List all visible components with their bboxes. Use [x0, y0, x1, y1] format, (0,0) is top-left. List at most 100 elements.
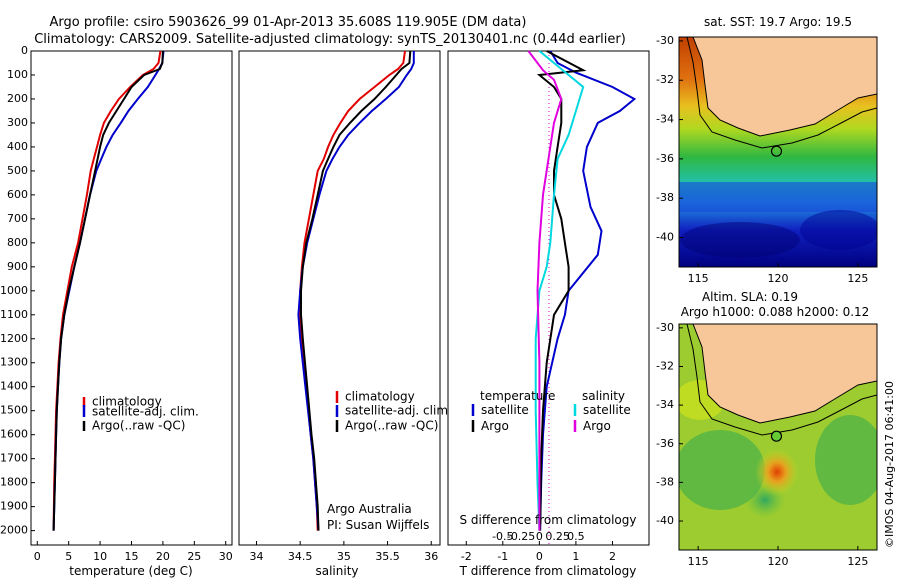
salinity-line-satellite-adj-clim- — [297, 51, 415, 531]
s-difference-tick-0.25: 0.25 — [545, 530, 570, 543]
difference-x-tick-label-0: 0 — [536, 550, 543, 563]
y-tick-label-1100: 1100 — [0, 308, 28, 321]
sla-lat-label--30: -30 — [656, 321, 674, 334]
salinity-annotation-pi: PI: Susan Wijffels — [327, 518, 429, 532]
legend-s-argo: Argo — [583, 419, 611, 433]
y-tick-label-300: 300 — [7, 116, 28, 129]
temperature-legend: climatology satellite-adj. clim. Argo(..… — [82, 395, 199, 433]
y-tick-label-1900: 1900 — [0, 500, 28, 513]
difference-x-tick-label--1: -1 — [497, 550, 508, 563]
sst-map-title: sat. SST: 19.7 Argo: 19.5 — [704, 15, 852, 29]
sla-lat-label--32: -32 — [656, 359, 674, 372]
sla-lat-label--36: -36 — [656, 437, 674, 450]
temperature-xlabel: temperature (deg C) — [69, 564, 192, 578]
salinity-series — [297, 50, 415, 531]
difference-panel: -2 -1 0 1 2 temperature salinity satellite A… — [447, 50, 650, 578]
sst-lon-label-120: 120 — [768, 272, 789, 285]
sst-map-land — [692, 37, 877, 137]
salinity-x-tick-label-34.5: 34.5 — [288, 550, 313, 563]
sla-map: Altim. SLA: 0.19 Argo h1000: 0.088 h2000… — [656, 290, 878, 568]
temperature-legend-climatology: climatology — [92, 395, 162, 409]
temperature-x-tick-label-25: 25 — [187, 550, 201, 563]
sla-lat-label--34: -34 — [656, 398, 674, 411]
y-tick-label-600: 600 — [7, 188, 28, 201]
temperature-x-tick-label-0: 0 — [34, 550, 41, 563]
salinity-x-tick-label-34: 34 — [249, 550, 263, 563]
difference-series — [527, 50, 637, 531]
y-tick-label-0: 0 — [21, 44, 28, 57]
difference-x-tick-label-1: 1 — [572, 550, 579, 563]
s-difference-tick--0.5: -0.5 — [492, 530, 513, 543]
sst-lat-label--38: -38 — [656, 191, 674, 204]
difference-line-s-argo — [527, 50, 563, 531]
y-tick-label-1600: 1600 — [0, 428, 28, 441]
sst-lat-label--30: -30 — [656, 34, 674, 47]
salinity-legend-climatology: climatology — [345, 390, 415, 404]
y-tick-label-700: 700 — [7, 212, 28, 225]
legend-t-argo: Argo — [481, 419, 509, 433]
difference-line-t-satellite — [539, 50, 637, 531]
sst-lat-label--32: -32 — [656, 73, 674, 86]
sla-lon-label-120: 120 — [768, 555, 789, 568]
sla-map-land — [692, 324, 877, 424]
y-tick-label-1700: 1700 — [0, 452, 28, 465]
difference-xticks: -2 -1 0 1 2 — [461, 541, 616, 563]
s-difference-label: S difference from climatology — [460, 513, 637, 527]
sla-lat-label--38: -38 — [656, 475, 674, 488]
temperature-x-tick-label-30: 30 — [219, 550, 233, 563]
temperature-x-tick-label-5: 5 — [65, 550, 72, 563]
sst-lon-label-115: 115 — [688, 272, 709, 285]
salinity-legend-argo: Argo(..raw -QC) — [345, 419, 438, 433]
sst-map: sat. SST: 19.7 Argo: 19.5 -30-32-34-36-3… — [656, 15, 878, 285]
y-tick-label-1800: 1800 — [0, 476, 28, 489]
legend-temperature-title: temperature — [480, 389, 555, 403]
s-difference-tick-0: 0 — [536, 530, 543, 543]
y-tick-label-1500: 1500 — [0, 404, 28, 417]
y-tick-label-1200: 1200 — [0, 332, 28, 345]
sst-map-yticks: -30 -32 -34 -36 -38 -40 — [656, 34, 683, 244]
sla-map-contour — [686, 324, 877, 436]
salinity-x-tick-label-35.5: 35.5 — [375, 550, 400, 563]
y-tick-label-200: 200 — [7, 92, 28, 105]
s-difference-ticks: -0.5-0.25 0 0.250.5 — [492, 530, 585, 543]
difference-line-s-satellite — [534, 50, 585, 531]
sst-map-contour — [686, 37, 877, 149]
salinity-x-tick-label-36: 36 — [424, 550, 438, 563]
difference-x-tick-label-2: 2 — [609, 550, 616, 563]
t-difference-label: T difference from climatology — [459, 564, 637, 578]
imos-stamp: ©IMOS 04-Aug-2017 06:41:00 — [883, 381, 896, 548]
y-tick-label-1300: 1300 — [0, 356, 28, 369]
y-tick-label-800: 800 — [7, 236, 28, 249]
temperature-xticks: 0 5 10 15 20 25 30 — [34, 541, 233, 563]
sst-argo-marker — [770, 145, 783, 157]
legend-salinity-title: salinity — [582, 389, 625, 403]
y-tick-label-900: 900 — [7, 260, 28, 273]
temperature-yticks: 0 100 200 300 400 500 600 700 800 900 1000 1100 1200… — [0, 44, 35, 537]
salinity-annotation-argo-australia: Argo Australia — [327, 502, 412, 516]
temperature-legend-argo: Argo(..raw -QC) — [92, 419, 185, 433]
sst-lat-label--34: -34 — [656, 113, 674, 126]
s-difference-tick-0.5: 0.5 — [567, 530, 585, 543]
header-line-1: Argo profile: csiro 5903626_99 01-Apr-20… — [50, 15, 527, 30]
temperature-x-tick-label-10: 10 — [93, 550, 107, 563]
temperature-series — [52, 50, 165, 531]
sla-lon-label-125: 125 — [847, 555, 868, 568]
sla-argo-marker — [770, 430, 783, 442]
salinity-xticks: 34 34.5 35 35.5 36 — [249, 541, 438, 563]
temperature-x-tick-label-15: 15 — [125, 550, 139, 563]
salinity-line-argo-raw-qc- — [300, 50, 412, 531]
sla-lat-label--40: -40 — [656, 514, 674, 527]
sst-lon-label-125: 125 — [847, 272, 868, 285]
salinity-legend: climatology satellite-adj. clim. Argo(..… — [335, 390, 452, 433]
temperature-panel: 0100200300400500600700800900100011001200… — [0, 44, 233, 578]
temperature-legend-satellite: satellite-adj. clim. — [92, 405, 199, 419]
temperature-line-argo-raw-qc- — [52, 50, 164, 531]
y-tick-label-1000: 1000 — [0, 284, 28, 297]
temperature-x-tick-label-20: 20 — [156, 550, 170, 563]
header-line-2: Climatology: CARS2009. Satellite-adjuste… — [34, 32, 626, 47]
sla-map-xticks: 115 120 125 — [688, 546, 868, 568]
s-difference-tick--0.25: -0.25 — [507, 530, 535, 543]
sla-map-title-1: Altim. SLA: 0.19 — [702, 290, 798, 304]
legend-s-satellite: satellite — [583, 403, 631, 417]
salinity-x-tick-label-35: 35 — [337, 550, 351, 563]
